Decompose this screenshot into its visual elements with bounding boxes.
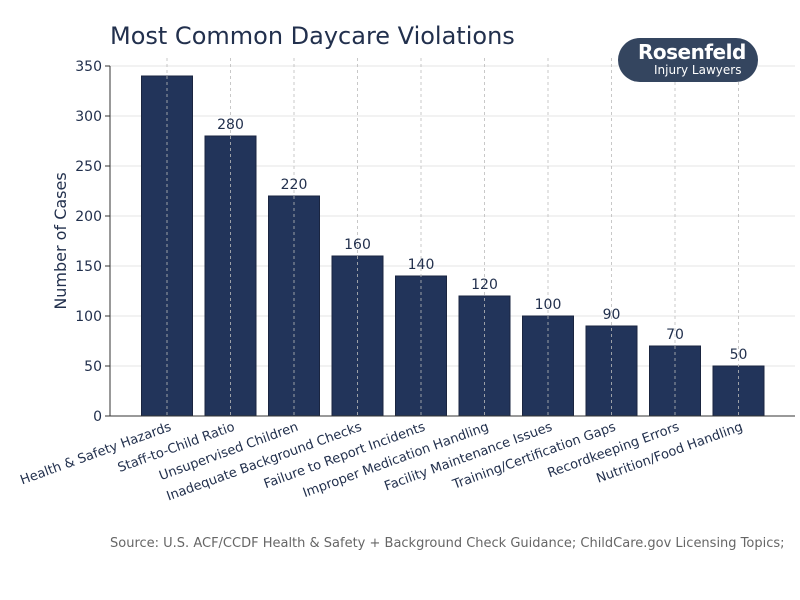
y-tick-label: 100 [75, 309, 102, 325]
logo: Rosenfeld Injury Lawyers [618, 38, 758, 82]
data-label: 280 [217, 117, 244, 133]
data-label: 90 [603, 307, 621, 323]
data-label: 160 [344, 237, 371, 253]
bar [649, 345, 701, 417]
data-label: 140 [408, 257, 435, 273]
data-label: 120 [471, 277, 498, 293]
chart-title: Most Common Daycare Violations [110, 22, 515, 50]
y-tick-label: 150 [75, 259, 102, 275]
y-tick-label: 50 [84, 359, 102, 375]
source-note: Source: U.S. ACF/CCDF Health & Safety + … [110, 536, 785, 551]
bar [458, 295, 511, 417]
data-label: 100 [535, 297, 562, 313]
data-label: 220 [281, 177, 308, 193]
y-tick-label: 350 [75, 59, 102, 75]
y-tick-label: 250 [75, 159, 102, 175]
data-label: 70 [666, 327, 684, 343]
y-axis-label: Number of Cases [51, 172, 70, 309]
logo-line1: Rosenfeld [638, 40, 746, 64]
y-tick-label: 300 [75, 109, 102, 125]
logo-line2: Injury Lawyers [654, 63, 742, 77]
y-tick-label: 200 [75, 209, 102, 225]
y-tick-label: 0 [93, 409, 102, 425]
data-label: 50 [730, 347, 748, 363]
